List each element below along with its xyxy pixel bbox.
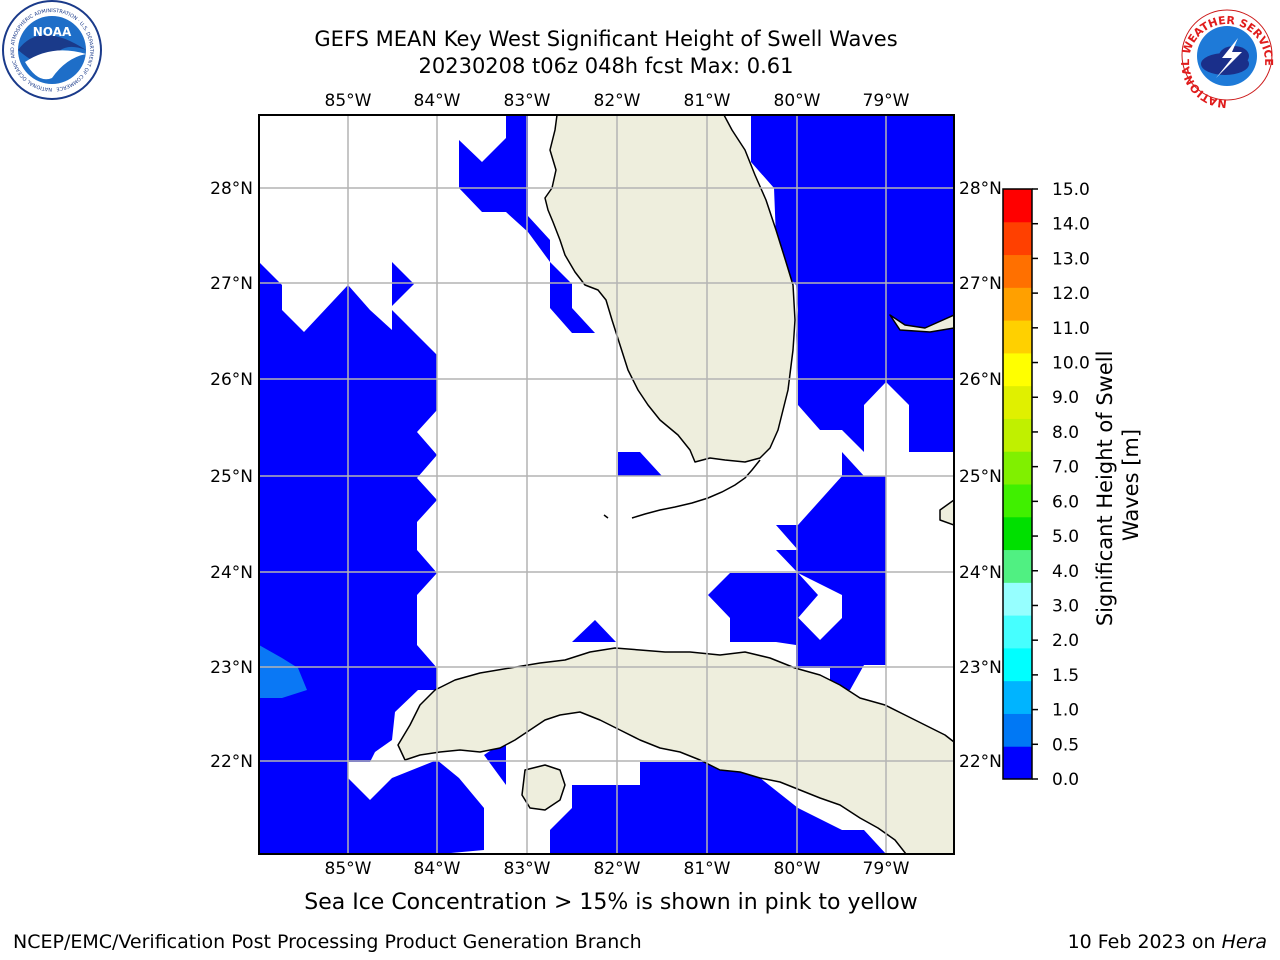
sea-ice-caption: Sea Ice Concentration > 15% is shown in …	[304, 890, 918, 915]
colorbar-tick-label: 15.0	[1052, 180, 1090, 200]
chart-title: GEFS MEAN Key West Significant Height of…	[314, 27, 898, 51]
lon-label: 81°W	[684, 91, 731, 111]
footer-credit: NCEP/EMC/Verification Post Processing Pr…	[13, 931, 642, 953]
colorbar-swatch	[1003, 484, 1032, 518]
footer-date-text: 10 Feb 2023 on	[1067, 931, 1222, 953]
colorbar-tick-label: 10.0	[1052, 354, 1090, 374]
colorbar-swatch	[1003, 746, 1032, 780]
colorbar-swatch	[1003, 451, 1032, 485]
colorbar-swatch	[1003, 516, 1032, 551]
lon-label: 84°W	[414, 859, 461, 879]
land-masses	[397, 115, 954, 854]
lon-label: 79°W	[863, 859, 910, 879]
lat-labels-left: 28°N 27°N 26°N 25°N 24°N 23°N 22°N	[210, 179, 253, 772]
colorbar-swatch	[1003, 582, 1032, 616]
colorbar-swatch	[1003, 418, 1032, 452]
lat-labels-right: 28°N 27°N 26°N 25°N 24°N 23°N 22°N	[959, 179, 1002, 772]
lon-label: 81°W	[684, 859, 731, 879]
colorbar-swatch	[1003, 352, 1032, 387]
lon-label: 82°W	[594, 91, 641, 111]
lon-label: 85°W	[325, 91, 372, 111]
lat-label: 25°N	[959, 467, 1002, 487]
noaa-logo-text: NOAA	[33, 25, 72, 39]
colorbar-tick-label: 4.0	[1052, 562, 1079, 582]
colorbar-swatch	[1003, 385, 1032, 419]
graticule	[259, 115, 954, 854]
colorbar-tick-label: 8.0	[1052, 423, 1079, 443]
lon-label: 83°W	[504, 91, 551, 111]
colorbar-label: Significant Height of Swell Waves [m]	[1093, 344, 1143, 626]
lat-label: 27°N	[959, 274, 1002, 294]
lat-label: 22°N	[210, 752, 253, 772]
colorbar: 0.0 0.5 1.0 1.5 2.0 3.0 4.0 5.0 6.0 7.0 8.0 9.0 10.0…	[1002, 180, 1090, 790]
colorbar-tick-label: 7.0	[1052, 458, 1079, 478]
lat-label: 22°N	[959, 752, 1002, 772]
map-area	[259, 115, 954, 854]
colorbar-swatch	[1003, 254, 1032, 288]
lat-label: 25°N	[210, 467, 253, 487]
colorbar-tick-label: 1.0	[1052, 701, 1079, 721]
hispaniola-edge	[939, 499, 954, 526]
colorbar-tick-label: 5.0	[1052, 527, 1079, 547]
lon-label: 85°W	[325, 859, 372, 879]
noaa-logo: NOAA NATIONAL OCEANIC AND ATMOSPHERIC AD…	[2, 0, 102, 100]
lat-label: 26°N	[959, 370, 1002, 390]
colorbar-frame	[1002, 188, 1033, 780]
colorbar-tick-label: 1.5	[1052, 666, 1079, 686]
lon-labels-top: 85°W 84°W 83°W 82°W 81°W 80°W 79°W	[325, 91, 910, 111]
colorbar-swatch	[1003, 549, 1032, 583]
colorbar-tick-label: 0.5	[1052, 735, 1079, 755]
map-frame	[258, 114, 955, 855]
colorbar-swatch	[1003, 647, 1032, 682]
lat-label: 23°N	[210, 658, 253, 678]
isla-juventud	[521, 764, 566, 811]
swell-field-mid	[259, 645, 307, 698]
lat-label: 26°N	[210, 370, 253, 390]
colorbar-tick-label: 11.0	[1052, 319, 1090, 339]
colorbar-tick-label: 2.0	[1052, 631, 1079, 651]
colorbar-tick-label: 12.0	[1052, 284, 1090, 304]
colorbar-swatch	[1003, 615, 1032, 649]
cuba-land	[397, 647, 954, 854]
chart-subtitle: 20230208 t06z 048h fcst Max: 0.61	[418, 54, 794, 78]
bahamas-andros	[889, 314, 954, 333]
colorbar-swatch	[1003, 713, 1032, 747]
colorbar-tick-label: 13.0	[1052, 249, 1090, 269]
colorbar-swatch	[1003, 221, 1032, 256]
lon-labels-bottom: 85°W 84°W 83°W 82°W 81°W 80°W 79°W	[325, 859, 910, 879]
lat-label: 28°N	[210, 179, 253, 199]
colorbar-tick-label: 9.0	[1052, 388, 1079, 408]
lon-label: 80°W	[774, 91, 821, 111]
lat-label: 24°N	[210, 563, 253, 583]
lat-label: 23°N	[959, 658, 1002, 678]
footer-host: Hera	[1221, 931, 1267, 953]
lat-label: 24°N	[959, 563, 1002, 583]
colorbar-tick-label: 6.0	[1052, 492, 1079, 512]
colorbar-tick-label: 3.0	[1052, 596, 1079, 616]
colorbar-swatch	[1003, 287, 1032, 321]
footer-date: 10 Feb 2023 on Hera	[1068, 931, 1267, 953]
lon-label: 84°W	[414, 91, 461, 111]
lat-label: 28°N	[959, 179, 1002, 199]
colorbar-tick-label: 14.0	[1052, 215, 1090, 235]
lon-label: 79°W	[863, 91, 910, 111]
lon-label: 83°W	[504, 859, 551, 879]
florida-land	[544, 115, 796, 463]
nws-logo: NATIONAL WEATHER SERVICE	[1179, 9, 1275, 110]
colorbar-tick-label: 0.0	[1052, 770, 1079, 790]
colorbar-swatch	[1003, 189, 1032, 223]
lat-label: 27°N	[210, 274, 253, 294]
lon-label: 82°W	[594, 859, 641, 879]
lon-label: 80°W	[774, 859, 821, 879]
colorbar-swatch	[1003, 320, 1032, 354]
colorbar-swatch	[1003, 680, 1032, 714]
